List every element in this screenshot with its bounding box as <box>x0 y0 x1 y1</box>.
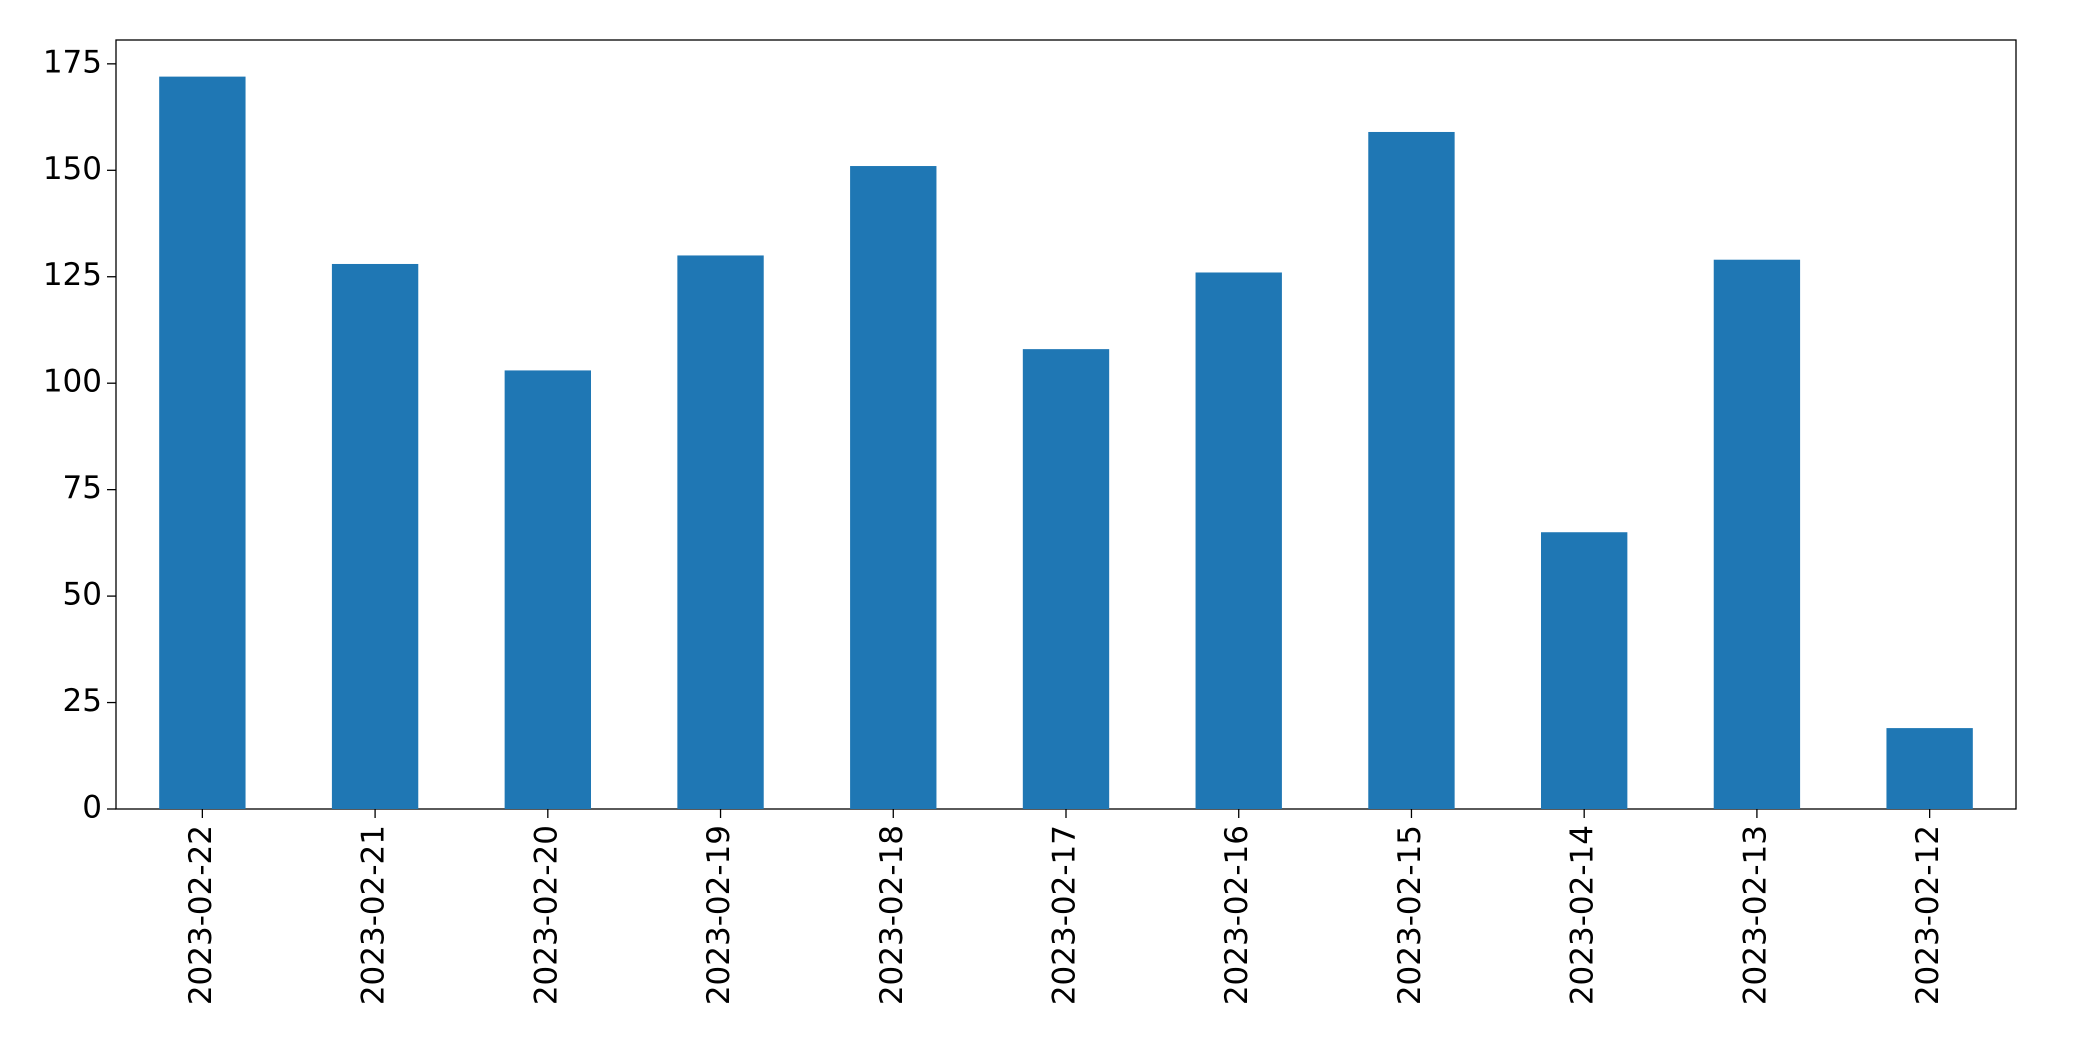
bar <box>159 76 246 810</box>
x-tick-label: 2023-02-20 <box>528 825 564 1005</box>
y-tick-label: 75 <box>63 470 102 506</box>
bar <box>331 263 419 810</box>
bar <box>1713 259 1801 809</box>
x-tick-label: 2023-02-15 <box>1392 825 1428 1005</box>
x-tick-label: 2023-02-21 <box>356 825 392 1005</box>
bar <box>1541 532 1628 809</box>
bar <box>1195 272 1282 809</box>
bar <box>850 166 937 809</box>
x-tick-label: 2023-02-16 <box>1219 825 1255 1005</box>
x-tick-label: 2023-02-13 <box>1737 825 1773 1005</box>
bar <box>504 370 591 809</box>
bar <box>1368 131 1455 810</box>
x-tick-label: 2023-02-18 <box>874 825 910 1005</box>
y-tick-label: 100 <box>43 364 102 400</box>
y-tick-label: 25 <box>63 683 102 719</box>
bar <box>1886 728 1973 809</box>
y-tick-label: 0 <box>82 790 102 826</box>
x-tick-label: 2023-02-22 <box>183 825 219 1005</box>
y-tick-label: 150 <box>43 151 102 187</box>
x-tick-label: 2023-02-17 <box>1047 825 1083 1005</box>
x-tick-label: 2023-02-14 <box>1565 825 1601 1005</box>
bar <box>677 255 764 810</box>
x-tick-label: 2023-02-19 <box>701 825 737 1005</box>
bar <box>1022 349 1110 809</box>
y-tick-label: 175 <box>43 44 102 80</box>
y-tick-label: 125 <box>43 257 102 293</box>
x-tick-label: 2023-02-12 <box>1910 825 1946 1005</box>
y-tick-label: 50 <box>63 577 102 613</box>
